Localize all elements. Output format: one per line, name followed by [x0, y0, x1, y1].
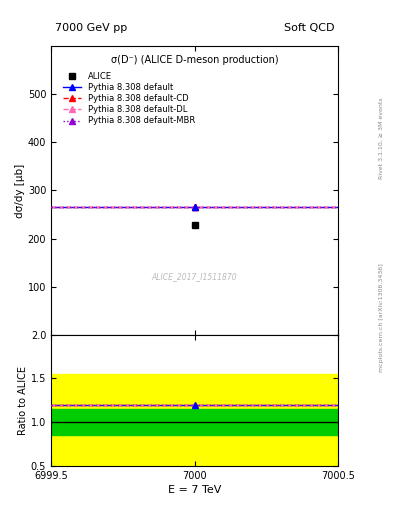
X-axis label: E = 7 TeV: E = 7 TeV [168, 485, 221, 495]
Text: Rivet 3.1.10, ≥ 3M events: Rivet 3.1.10, ≥ 3M events [379, 97, 384, 179]
Legend: ALICE, Pythia 8.308 default, Pythia 8.308 default-CD, Pythia 8.308 default-DL, P: ALICE, Pythia 8.308 default, Pythia 8.30… [61, 71, 196, 127]
Text: mcplots.cern.ch [arXiv:1306.3436]: mcplots.cern.ch [arXiv:1306.3436] [379, 263, 384, 372]
Text: Soft QCD: Soft QCD [284, 23, 334, 33]
Text: ALICE_2017_I1511870: ALICE_2017_I1511870 [152, 272, 237, 282]
Text: σ(D⁻) (ALICE D-meson production): σ(D⁻) (ALICE D-meson production) [111, 55, 278, 65]
Text: 7000 GeV pp: 7000 GeV pp [55, 23, 127, 33]
Y-axis label: Ratio to ALICE: Ratio to ALICE [18, 366, 28, 435]
Bar [51, 374, 338, 471]
Bar [51, 409, 338, 435]
Y-axis label: dσ/dy [μb]: dσ/dy [μb] [15, 163, 25, 218]
